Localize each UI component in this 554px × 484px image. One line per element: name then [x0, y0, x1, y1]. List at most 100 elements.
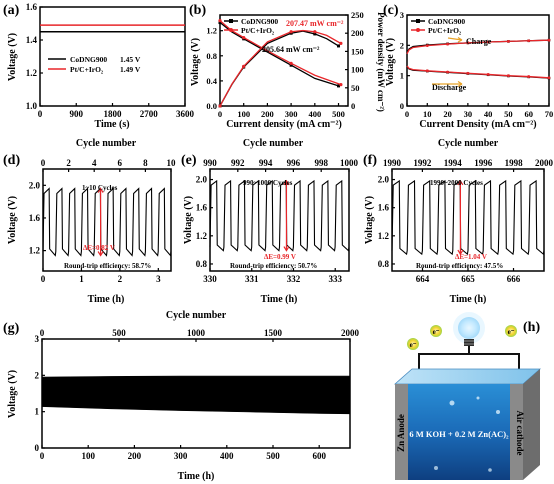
- cycle-range-d: 1~10 Cycles: [82, 184, 118, 192]
- legend-marker-ptc-c: [416, 28, 420, 32]
- electron-icon-right: e⁻: [505, 325, 517, 337]
- e-xtick-label: 332: [287, 274, 301, 284]
- efficiency-e: Round-trip efficiency: 50.7%: [230, 262, 317, 270]
- f-ytick-label: 0.8: [378, 259, 390, 269]
- data-point: [337, 84, 341, 88]
- legend-c: CoDNG900 Pt/C+IrO₂: [411, 17, 465, 35]
- g-xtick-label: 500: [266, 451, 280, 461]
- top-axis-title-e: Cycle number: [243, 138, 304, 149]
- b-y2tick-label: 0: [351, 101, 355, 111]
- g-ytick-label: 2: [35, 370, 40, 380]
- voltage-curve-d: [42, 187, 172, 257]
- discharge-arrow: [432, 80, 463, 88]
- panel-b: (b) 0 100 200 300 400 500 0.0 0.4 0.8 1.2 0 50 100 15…: [189, 3, 386, 130]
- a-xtick-label: 2700: [140, 109, 159, 119]
- data-point: [486, 73, 490, 76]
- legend-label-codng900-b: CoDNG900: [241, 17, 278, 26]
- f-ytick-label: 2.0: [378, 175, 390, 185]
- series-group-c: [406, 38, 551, 80]
- panel-c: (c) 0 10 20 30 40 50 60 70 0 1 2 3 Current Density …: [383, 3, 553, 130]
- series-line-pt-c-iro-charge: [406, 39, 550, 55]
- bubble: [496, 410, 500, 414]
- panel-e: (e) Cycle number 330 331 332 333 0.8 1.2 1.6 2.…: [181, 138, 359, 305]
- data-point: [242, 64, 246, 68]
- x-axis-title-e: Time (h): [261, 294, 298, 305]
- c-xtick-label: 10: [423, 109, 432, 119]
- light-bulb-icon: [453, 312, 485, 346]
- b-xtick-label: 500: [332, 109, 345, 119]
- voltage-curve-e: [209, 179, 350, 252]
- air-cathode-label: Air cathode: [515, 410, 525, 455]
- c-ytick-label: 2: [400, 40, 404, 50]
- b-xtick-label: 0: [218, 109, 222, 119]
- plot-frame-c: [406, 14, 550, 107]
- d-toptick-label: 2: [66, 158, 71, 168]
- air-cathode-plate: [510, 384, 523, 480]
- annotation-max-power-codng900: 205.64 mW cm⁻²: [262, 45, 320, 54]
- series-group-b: [218, 19, 343, 108]
- cathode-side: [523, 369, 540, 480]
- panel-label-d: (d): [3, 153, 20, 168]
- x-axis-title-b: Current density (mA cm⁻²): [226, 119, 342, 130]
- e-ytick-label: 0.8: [196, 259, 208, 269]
- delta-e-arrow-down-d: [97, 251, 104, 257]
- data-point: [466, 71, 470, 75]
- c-xtick-label: 60: [524, 109, 533, 119]
- y-axis-title-b-right: Power density (mW cm⁻²): [376, 12, 386, 112]
- data-point: [425, 44, 429, 48]
- bubble: [434, 466, 438, 470]
- g-ytick-label: 0: [35, 443, 40, 453]
- data-point: [289, 30, 293, 34]
- d-ytick-label: 1.2: [29, 246, 41, 256]
- panel-h: (h) e⁻ e⁻ e⁻: [393, 312, 542, 480]
- b-ytick-label: 1.2: [206, 26, 217, 36]
- e-toptick-label: 990: [203, 158, 217, 168]
- d-ytick-label: 1.6: [29, 213, 41, 223]
- charge-arrow: [447, 36, 463, 43]
- legend-value-ptc: 1.49 V: [120, 65, 141, 74]
- b-ytick-label: 0.8: [206, 51, 217, 61]
- delta-e-d: ΔE=0.82 V: [83, 244, 115, 252]
- g-xtick-label: 600: [312, 451, 326, 461]
- y-axis-title-b-left: Voltage (V): [190, 38, 201, 86]
- y-axis-title-g: Voltage (V): [7, 370, 18, 418]
- c-ytick-label: 0: [400, 101, 404, 111]
- e-xtick-label: 331: [245, 274, 259, 284]
- y-axis-title-e: Voltage (V): [183, 196, 194, 244]
- cycling-curve-d: [42, 187, 172, 257]
- top-axis-title-g: Cycle number: [166, 310, 227, 321]
- g-toptick-label: 0: [40, 328, 45, 338]
- data-point: [527, 39, 531, 43]
- legend-marker-codng900-b: [229, 19, 233, 23]
- x-axis-title-d: Time (h): [88, 294, 125, 305]
- legend-label-ptc: Pt/C+IrO₂: [70, 65, 104, 74]
- f-toptick-label: 1996: [474, 158, 493, 168]
- data-point: [446, 70, 449, 74]
- e-ytick-label: 2.0: [196, 175, 208, 185]
- bubble: [488, 468, 492, 472]
- cycle-range-f: 1990~2000 Cycles: [430, 179, 483, 187]
- data-point: [466, 41, 470, 45]
- electrolyte-tank: [395, 384, 523, 480]
- efficiency-d: Round-trip efficiency: 58.7%: [64, 262, 151, 270]
- data-point: [289, 61, 293, 65]
- a-xtick-label: 900: [70, 109, 84, 119]
- g-toptick-label: 500: [112, 328, 126, 338]
- electron-icon-mid: e⁻: [430, 325, 442, 337]
- electron-icon-left: e⁻: [407, 338, 419, 350]
- delta-e-arrow-up-d: [97, 187, 104, 193]
- cycling-band-g: [41, 375, 350, 415]
- c-xtick-label: 50: [504, 109, 513, 119]
- cycle-range-e: 990~1000 Cycles: [243, 179, 293, 187]
- data-point: [425, 69, 429, 73]
- g-toptick-label: 1500: [264, 328, 283, 338]
- panel-label-c: (c): [383, 3, 399, 18]
- b-xtick-label: 100: [237, 109, 250, 119]
- series-group-a: [40, 24, 185, 33]
- c-xtick-label: 0: [405, 109, 409, 119]
- delta-e-e: ΔE=0.99 V: [264, 253, 296, 261]
- c-ytick-label: 1: [400, 71, 404, 81]
- a-ytick-label: 1.0: [26, 101, 38, 111]
- f-ytick-label: 1.6: [378, 203, 390, 213]
- b-y2tick-label: 100: [351, 65, 364, 75]
